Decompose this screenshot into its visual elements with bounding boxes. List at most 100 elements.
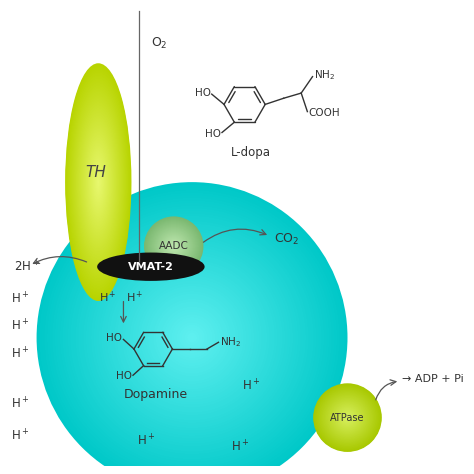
- Circle shape: [347, 417, 348, 418]
- Circle shape: [45, 190, 340, 474]
- Circle shape: [163, 235, 185, 257]
- Ellipse shape: [77, 105, 120, 259]
- Ellipse shape: [89, 148, 108, 216]
- Ellipse shape: [79, 114, 118, 250]
- Circle shape: [329, 399, 366, 436]
- Ellipse shape: [97, 253, 205, 281]
- Circle shape: [190, 335, 195, 340]
- Ellipse shape: [67, 69, 130, 295]
- Circle shape: [317, 387, 378, 448]
- Circle shape: [166, 238, 182, 254]
- Ellipse shape: [83, 128, 113, 236]
- Circle shape: [338, 409, 356, 427]
- Circle shape: [336, 406, 359, 429]
- Circle shape: [171, 244, 176, 249]
- Circle shape: [342, 412, 353, 423]
- Circle shape: [155, 227, 193, 265]
- Ellipse shape: [81, 118, 116, 246]
- Circle shape: [345, 415, 350, 420]
- Circle shape: [169, 314, 215, 361]
- Circle shape: [338, 408, 357, 428]
- Circle shape: [327, 397, 368, 438]
- Circle shape: [144, 217, 203, 276]
- Circle shape: [140, 286, 244, 390]
- Circle shape: [318, 388, 377, 447]
- Circle shape: [167, 239, 181, 253]
- Ellipse shape: [82, 123, 115, 242]
- Circle shape: [174, 319, 210, 356]
- Circle shape: [170, 242, 178, 250]
- Circle shape: [149, 221, 199, 271]
- Circle shape: [322, 392, 373, 443]
- Circle shape: [104, 249, 280, 426]
- Ellipse shape: [66, 68, 130, 297]
- Circle shape: [332, 402, 363, 433]
- Circle shape: [331, 401, 364, 434]
- Circle shape: [127, 273, 257, 402]
- Circle shape: [158, 230, 190, 262]
- Circle shape: [345, 415, 350, 420]
- Circle shape: [341, 411, 354, 424]
- Circle shape: [42, 187, 342, 474]
- Circle shape: [323, 393, 372, 442]
- Circle shape: [320, 390, 375, 445]
- Circle shape: [170, 243, 177, 250]
- Ellipse shape: [86, 139, 110, 225]
- Circle shape: [36, 182, 347, 474]
- Ellipse shape: [68, 72, 129, 292]
- Circle shape: [154, 226, 194, 266]
- Circle shape: [328, 398, 367, 437]
- Text: → ADP + Pi: → ADP + Pi: [402, 374, 464, 384]
- Circle shape: [163, 235, 185, 257]
- Ellipse shape: [84, 132, 112, 233]
- Circle shape: [324, 394, 371, 441]
- Circle shape: [323, 393, 372, 442]
- Circle shape: [52, 198, 332, 474]
- Circle shape: [165, 237, 182, 255]
- Text: Dopamine: Dopamine: [123, 388, 188, 401]
- Ellipse shape: [73, 91, 124, 273]
- Circle shape: [325, 395, 370, 440]
- Ellipse shape: [93, 164, 103, 200]
- Circle shape: [101, 247, 283, 428]
- Circle shape: [160, 233, 187, 260]
- Circle shape: [148, 221, 199, 272]
- Circle shape: [154, 226, 193, 266]
- Ellipse shape: [88, 144, 109, 221]
- Circle shape: [137, 283, 246, 392]
- Ellipse shape: [82, 126, 114, 238]
- Circle shape: [159, 231, 189, 261]
- Circle shape: [169, 241, 179, 251]
- Circle shape: [57, 203, 327, 472]
- Ellipse shape: [71, 84, 126, 280]
- Circle shape: [47, 192, 337, 474]
- Text: TH: TH: [86, 165, 107, 181]
- Circle shape: [155, 228, 192, 264]
- Circle shape: [70, 216, 314, 459]
- Circle shape: [346, 417, 349, 419]
- Circle shape: [119, 265, 264, 410]
- Circle shape: [337, 407, 358, 428]
- Ellipse shape: [78, 109, 118, 255]
- Circle shape: [315, 385, 380, 450]
- Circle shape: [319, 389, 377, 447]
- Circle shape: [146, 219, 201, 274]
- Circle shape: [344, 414, 351, 421]
- Ellipse shape: [92, 160, 105, 204]
- Circle shape: [143, 288, 241, 387]
- Circle shape: [158, 231, 189, 262]
- Circle shape: [81, 226, 303, 449]
- Ellipse shape: [95, 172, 101, 192]
- Circle shape: [145, 218, 202, 275]
- Ellipse shape: [91, 154, 106, 210]
- Circle shape: [151, 296, 234, 379]
- Ellipse shape: [85, 135, 111, 230]
- Text: H$^+$: H$^+$: [126, 290, 144, 305]
- Ellipse shape: [76, 103, 120, 261]
- Ellipse shape: [75, 99, 121, 265]
- Text: L-dopa: L-dopa: [231, 146, 271, 159]
- Circle shape: [167, 240, 180, 253]
- Circle shape: [149, 222, 198, 270]
- Ellipse shape: [74, 94, 123, 270]
- Circle shape: [152, 224, 196, 268]
